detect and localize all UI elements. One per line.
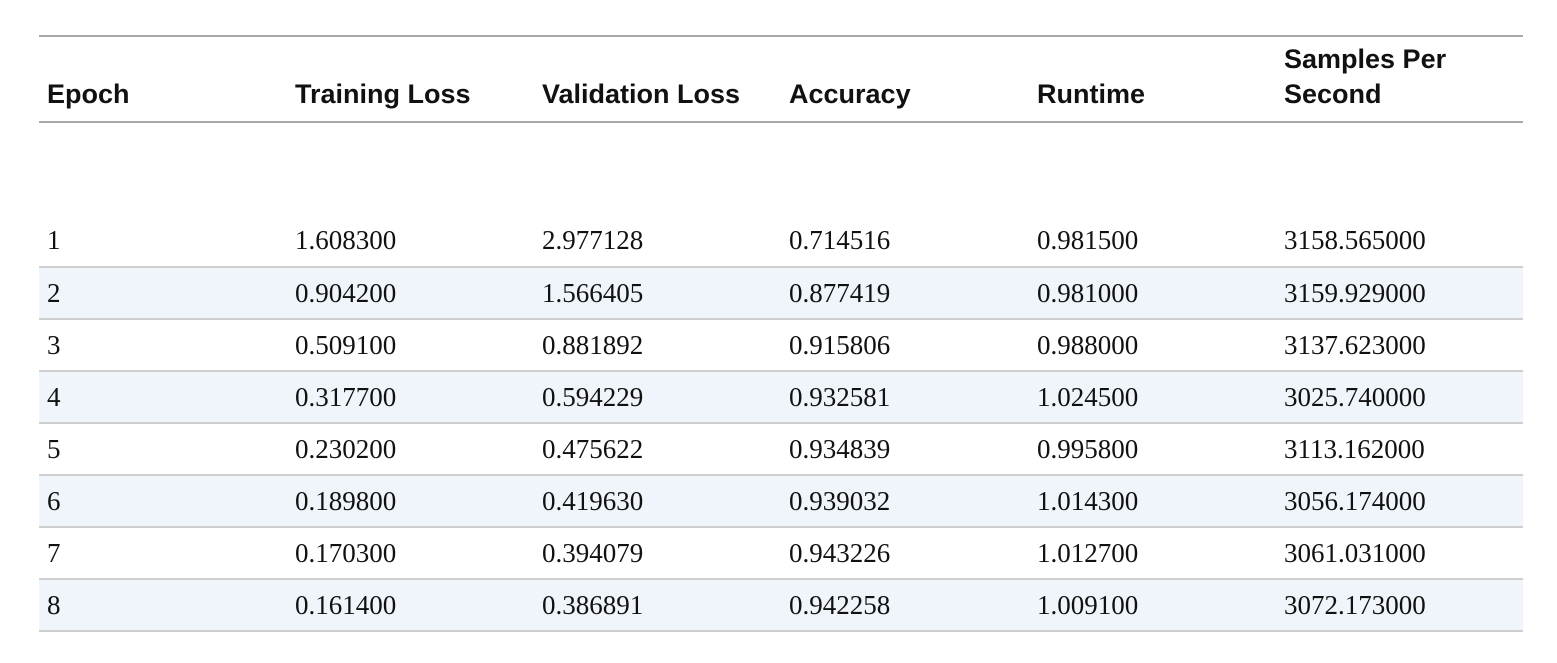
cell-accuracy: 0.943226 <box>789 537 891 568</box>
cell-epoch: 8 <box>47 589 61 620</box>
cell-validation-loss: 0.881892 <box>542 329 644 360</box>
column-header-validation-loss: Validation Loss <box>542 79 741 109</box>
cell-samples-per-second: 3056.174000 <box>1284 485 1426 516</box>
cell-samples-per-second: 3061.031000 <box>1284 537 1426 568</box>
training-metrics-table-container: Epoch Training Loss Validation Loss Accu… <box>39 35 1523 632</box>
table-row: 8 0.161400 0.386891 0.942258 1.009100 30… <box>39 579 1523 631</box>
cell-samples-per-second: 3113.162000 <box>1284 433 1425 464</box>
table-row: 1 1.608300 2.977128 0.714516 0.981500 31… <box>39 215 1523 267</box>
cell-samples-per-second: 3137.623000 <box>1284 329 1426 360</box>
cell-training-loss: 0.509100 <box>295 329 397 360</box>
cell-validation-loss: 0.594229 <box>542 381 644 412</box>
cell-validation-loss: 0.475622 <box>542 433 644 464</box>
cell-epoch: 3 <box>47 329 61 360</box>
cell-epoch: 2 <box>47 277 61 308</box>
column-header-samples-per-second: Samples Per Second <box>1284 44 1447 109</box>
table-row: 4 0.317700 0.594229 0.932581 1.024500 30… <box>39 371 1523 423</box>
cell-runtime: 1.024500 <box>1037 381 1139 412</box>
cell-epoch: 5 <box>47 433 61 464</box>
cell-accuracy: 0.934839 <box>789 433 891 464</box>
column-header-epoch: Epoch <box>47 79 130 109</box>
cell-training-loss: 1.608300 <box>295 225 397 255</box>
cell-runtime: 0.988000 <box>1037 329 1139 360</box>
table-row: 7 0.170300 0.394079 0.943226 1.012700 30… <box>39 527 1523 579</box>
cell-validation-loss: 2.977128 <box>542 225 644 255</box>
cell-validation-loss: 0.386891 <box>542 589 644 620</box>
cell-training-loss: 0.161400 <box>295 589 397 620</box>
cell-runtime: 1.012700 <box>1037 537 1139 568</box>
cell-epoch: 4 <box>47 381 61 412</box>
cell-accuracy: 0.942258 <box>789 589 891 620</box>
table-row: 2 0.904200 1.566405 0.877419 0.981000 31… <box>39 267 1523 319</box>
cell-samples-per-second: 3025.740000 <box>1284 381 1426 412</box>
cell-training-loss: 0.904200 <box>295 277 397 308</box>
column-header-accuracy: Accuracy <box>789 79 911 109</box>
cell-training-loss: 0.170300 <box>295 537 397 568</box>
cell-epoch: 1 <box>47 225 61 255</box>
table-header-row: Epoch Training Loss Validation Loss Accu… <box>39 36 1523 122</box>
cell-epoch: 7 <box>47 537 61 568</box>
cell-runtime: 1.014300 <box>1037 485 1139 516</box>
cell-validation-loss: 0.394079 <box>542 537 644 568</box>
cell-accuracy: 0.915806 <box>789 329 891 360</box>
cell-runtime: 1.009100 <box>1037 589 1139 620</box>
table-spacer-row <box>39 122 1523 215</box>
cell-accuracy: 0.714516 <box>789 225 891 255</box>
cell-runtime: 0.981500 <box>1037 225 1139 255</box>
cell-accuracy: 0.932581 <box>789 381 891 412</box>
cell-training-loss: 0.189800 <box>295 485 397 516</box>
cell-samples-per-second: 3072.173000 <box>1284 589 1426 620</box>
table-row: 5 0.230200 0.475622 0.934839 0.995800 31… <box>39 423 1523 475</box>
training-metrics-table: Epoch Training Loss Validation Loss Accu… <box>39 35 1523 632</box>
cell-training-loss: 0.230200 <box>295 433 397 464</box>
cell-training-loss: 0.317700 <box>295 381 397 412</box>
cell-validation-loss: 0.419630 <box>542 485 644 516</box>
column-header-runtime: Runtime <box>1037 79 1145 109</box>
table-row: 3 0.509100 0.881892 0.915806 0.988000 31… <box>39 319 1523 371</box>
cell-runtime: 0.981000 <box>1037 277 1139 308</box>
cell-accuracy: 0.939032 <box>789 485 891 516</box>
cell-runtime: 0.995800 <box>1037 433 1139 464</box>
cell-samples-per-second: 3159.929000 <box>1284 277 1426 308</box>
cell-samples-per-second: 3158.565000 <box>1284 225 1426 255</box>
column-header-training-loss: Training Loss <box>295 79 471 109</box>
table-row: 6 0.189800 0.419630 0.939032 1.014300 30… <box>39 475 1523 527</box>
cell-epoch: 6 <box>47 485 61 516</box>
cell-validation-loss: 1.566405 <box>542 277 644 308</box>
cell-accuracy: 0.877419 <box>789 277 891 308</box>
